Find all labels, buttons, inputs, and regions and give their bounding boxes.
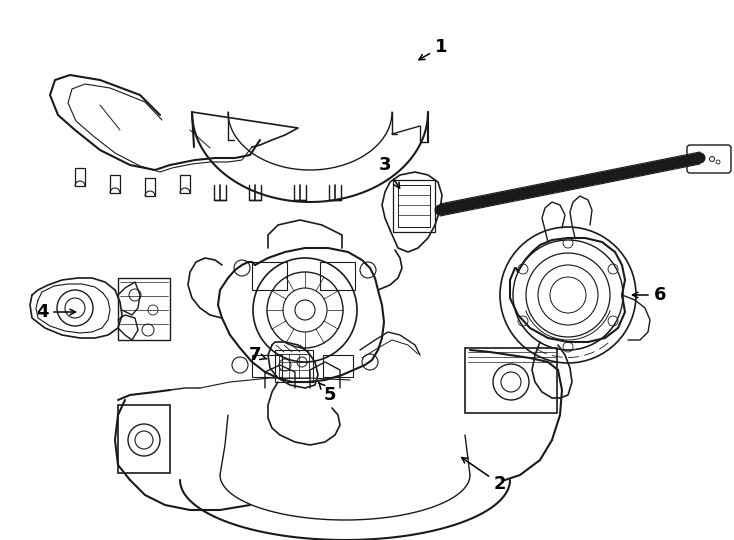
Text: 5: 5 bbox=[319, 383, 336, 404]
Bar bbox=[323, 355, 353, 377]
Bar bbox=[320, 262, 355, 290]
Text: 4: 4 bbox=[36, 303, 76, 321]
Bar bbox=[252, 262, 287, 290]
Bar bbox=[398, 185, 430, 227]
Bar bbox=[252, 355, 282, 377]
Text: 2: 2 bbox=[462, 457, 506, 493]
Bar bbox=[275, 350, 313, 382]
Bar bbox=[393, 180, 435, 232]
Text: 3: 3 bbox=[379, 156, 399, 188]
Text: 7: 7 bbox=[249, 346, 266, 364]
Bar bbox=[465, 348, 557, 413]
Text: 1: 1 bbox=[419, 38, 447, 60]
Bar bbox=[279, 354, 309, 378]
Bar bbox=[118, 278, 170, 340]
Bar bbox=[118, 405, 170, 473]
Text: 6: 6 bbox=[633, 286, 666, 304]
